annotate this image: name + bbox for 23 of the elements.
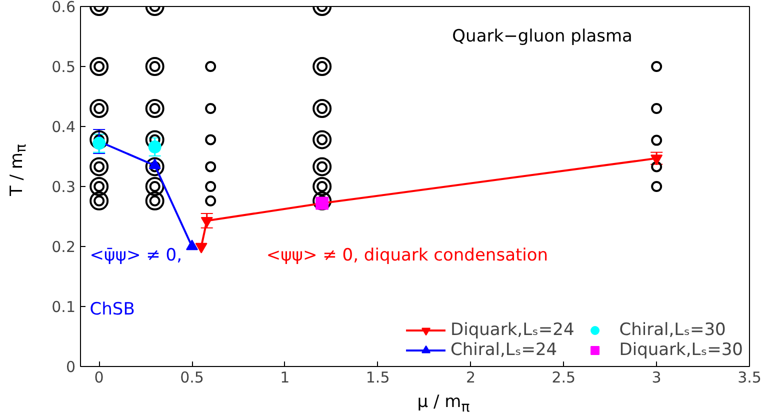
annotation: <ψψ> ≠ 0, diquark condensation	[266, 246, 548, 266]
y-tick-label: 0.1	[52, 298, 76, 316]
x-tick-label: 2.5	[552, 368, 576, 386]
y-tick-label: 0.3	[52, 178, 76, 196]
y-tick-label: 0.6	[52, 0, 76, 16]
legend-label: Diquark,Lₛ=24	[450, 320, 574, 340]
legend-label: Chiral,Lₛ=30	[619, 320, 726, 340]
legend-label: Diquark,Lₛ=30	[619, 340, 743, 360]
annotation: Quark−gluon plasma	[452, 26, 632, 46]
legend-label: Chiral,Lₛ=24	[450, 340, 558, 360]
x-tick-label: 3.5	[738, 368, 761, 386]
x-axis-title: μ / m$_{π}$	[417, 391, 470, 415]
annotation: ChSB	[90, 300, 135, 320]
y-tick-label: 0.4	[52, 118, 76, 136]
y-tick-label: 0.2	[52, 238, 76, 256]
x-tick-label: 0.5	[180, 368, 204, 386]
x-tick-label: 1.5	[366, 368, 390, 386]
x-tick-label: 0	[94, 368, 104, 386]
annotation: <ψ̄ψ> ≠ 0,	[90, 246, 182, 266]
x-tick-label: 3	[652, 368, 662, 386]
y-tick-label: 0.5	[52, 58, 76, 76]
x-tick-label: 2	[466, 368, 476, 386]
x-tick-label: 1	[280, 368, 290, 386]
